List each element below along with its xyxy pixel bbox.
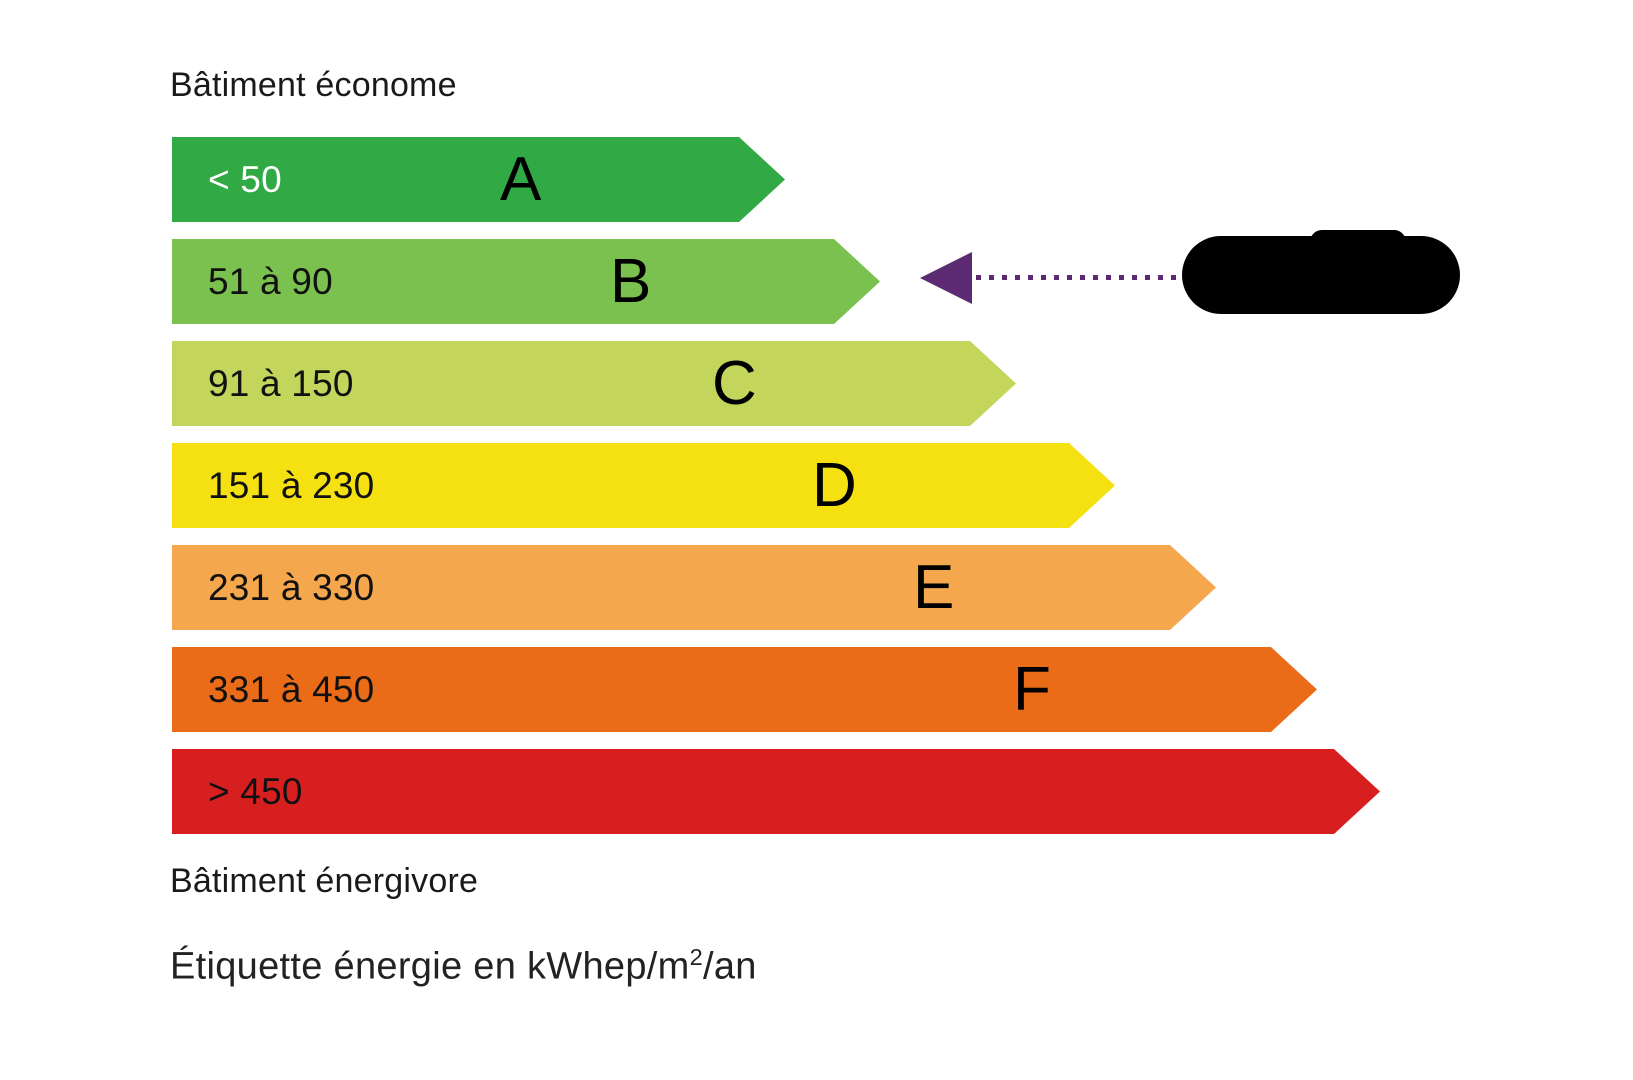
label-bottom-caption: Bâtiment énergivore	[170, 862, 479, 900]
bar-class-letter-C: C	[712, 348, 757, 418]
unit-caption-exponent: 2	[689, 944, 703, 970]
redacted-value-blob	[1182, 230, 1460, 314]
bar-class-letter-A: A	[500, 144, 542, 214]
energy-class-bar-B: 51 à 90 B	[172, 239, 880, 324]
unit-caption-suffix: /an	[703, 945, 757, 988]
bar-range-label: 151 à 230	[208, 464, 375, 506]
pointer-dotted-connector	[976, 275, 1184, 280]
bar-range-label: > 450	[208, 770, 303, 812]
bar-arrow-shape	[172, 443, 1115, 528]
bar-arrow-shape	[172, 647, 1317, 732]
bar-range-label: < 50	[208, 158, 282, 200]
bar-arrow-shape	[172, 137, 785, 222]
unit-caption: Étiquette énergie en kWhep/m2/an	[170, 944, 757, 989]
bar-range-label: 231 à 330	[208, 566, 375, 608]
bar-class-letter-E: E	[913, 552, 955, 622]
bar-arrow-shape	[172, 239, 880, 324]
energy-class-bar-C: 91 à 150 C	[172, 341, 1016, 426]
bar-range-label: 51 à 90	[208, 260, 333, 302]
bar-arrow-shape	[172, 341, 1016, 426]
energy-class-bar-F: 331 à 450 F	[172, 647, 1317, 732]
bar-arrow-shape	[172, 545, 1216, 630]
energy-class-bar-A: < 50 A	[172, 137, 785, 222]
bar-range-label: 331 à 450	[208, 668, 375, 710]
left-triangle-arrow-icon	[920, 252, 972, 304]
energy-class-bar-E: 231 à 330 E	[172, 545, 1216, 630]
energy-class-bar-G: > 450	[172, 749, 1380, 834]
bar-range-label: 91 à 150	[208, 362, 354, 404]
unit-caption-prefix: Étiquette énergie en kWhep/m	[170, 945, 690, 988]
bar-class-letter-D: D	[812, 450, 857, 520]
label-top-caption: Bâtiment économe	[170, 66, 457, 104]
bar-arrow-shape	[172, 749, 1380, 834]
bar-class-letter-B: B	[610, 246, 652, 316]
energy-class-bar-D: 151 à 230 D	[172, 443, 1115, 528]
bar-class-letter-F: F	[1013, 654, 1051, 724]
